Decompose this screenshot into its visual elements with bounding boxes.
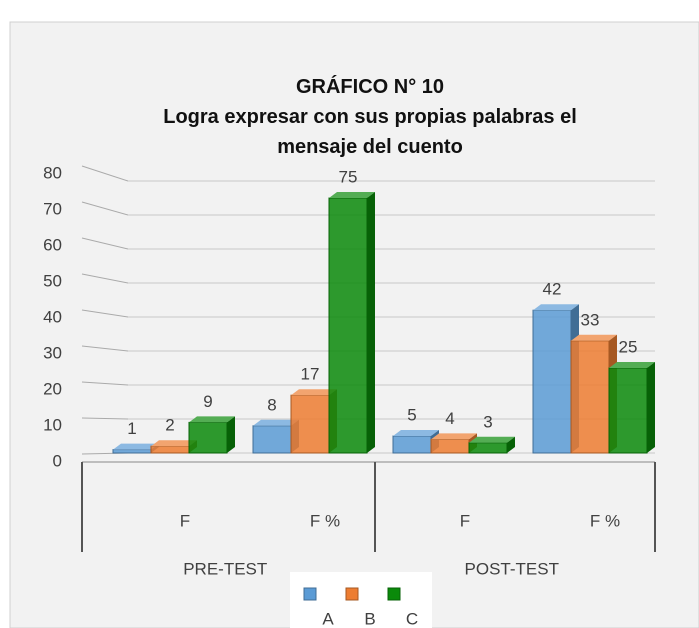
legend-label: C xyxy=(406,609,418,628)
legend-label: A xyxy=(322,609,334,628)
bar-top xyxy=(431,433,477,440)
y-tick-label: 30 xyxy=(43,343,62,362)
bar xyxy=(328,197,368,454)
group-label: POST-TEST xyxy=(465,559,559,578)
subtitle: Logra expresar con sus propias palabras … xyxy=(163,106,577,158)
grid-line-side xyxy=(81,345,129,352)
data-label: 25 xyxy=(619,337,638,356)
bar-top xyxy=(329,192,375,198)
x-tick-label: F % xyxy=(310,511,340,530)
bar xyxy=(608,367,648,454)
bar-top xyxy=(253,419,299,426)
bar xyxy=(112,449,152,454)
data-label: 8 xyxy=(267,395,276,414)
chart-title: GRÁFICO N° 10 Logra expresar con sus pro… xyxy=(130,72,610,162)
bar-top xyxy=(571,334,617,341)
y-tick-label: 60 xyxy=(43,235,62,254)
bar xyxy=(468,442,508,454)
data-label: 2 xyxy=(165,416,174,435)
data-label: 17 xyxy=(301,365,320,384)
bar xyxy=(150,445,190,454)
data-label: 4 xyxy=(445,409,454,428)
data-label: 42 xyxy=(543,280,562,299)
bar-side xyxy=(507,436,515,453)
bar-side xyxy=(367,192,375,453)
legend-swatch xyxy=(387,587,401,601)
x-tick-label: F % xyxy=(590,511,620,530)
y-tick-label: 0 xyxy=(53,451,62,470)
data-label: 33 xyxy=(581,310,600,329)
bar-top xyxy=(151,440,197,447)
bar-side xyxy=(227,416,235,453)
bar-top xyxy=(189,416,235,423)
data-label: 1 xyxy=(127,419,136,438)
bar xyxy=(392,435,432,454)
y-tick-label: 10 xyxy=(43,415,62,434)
y-tick-label: 50 xyxy=(43,271,62,290)
grid-line-side xyxy=(81,201,129,216)
bar xyxy=(430,438,470,454)
grid-line-side xyxy=(81,309,129,318)
grid-line-side xyxy=(81,381,129,386)
grid-line-side xyxy=(81,237,129,250)
data-label: 5 xyxy=(407,405,416,424)
grid-line-side xyxy=(81,273,129,284)
bar-top xyxy=(113,443,159,450)
bar xyxy=(570,340,610,454)
bar-top xyxy=(609,362,655,368)
bar-side xyxy=(647,362,655,453)
bar-top xyxy=(533,304,579,311)
x-tick-label: F xyxy=(180,511,190,530)
y-tick-label: 20 xyxy=(43,379,62,398)
bar xyxy=(290,394,330,454)
x-tick-label: F xyxy=(460,511,470,530)
legend-label: B xyxy=(364,609,375,628)
bar-top xyxy=(291,389,337,396)
bar xyxy=(252,425,292,454)
bar-top xyxy=(393,430,439,436)
data-label: 75 xyxy=(339,167,358,186)
bar xyxy=(188,421,228,454)
data-label: 3 xyxy=(483,412,492,431)
bar-top xyxy=(469,436,515,443)
bar xyxy=(532,309,572,454)
group-label: PRE-TEST xyxy=(183,559,267,578)
grid-line-side xyxy=(81,417,129,420)
legend-swatch xyxy=(345,587,359,601)
y-tick-label: 40 xyxy=(43,307,62,326)
grid-line-side xyxy=(81,165,129,182)
title: GRÁFICO N° 10 xyxy=(295,76,445,98)
data-label: 9 xyxy=(203,392,212,411)
legend-swatch xyxy=(303,587,317,601)
y-tick-label: 70 xyxy=(43,199,62,218)
y-tick-label: 80 xyxy=(43,163,62,182)
